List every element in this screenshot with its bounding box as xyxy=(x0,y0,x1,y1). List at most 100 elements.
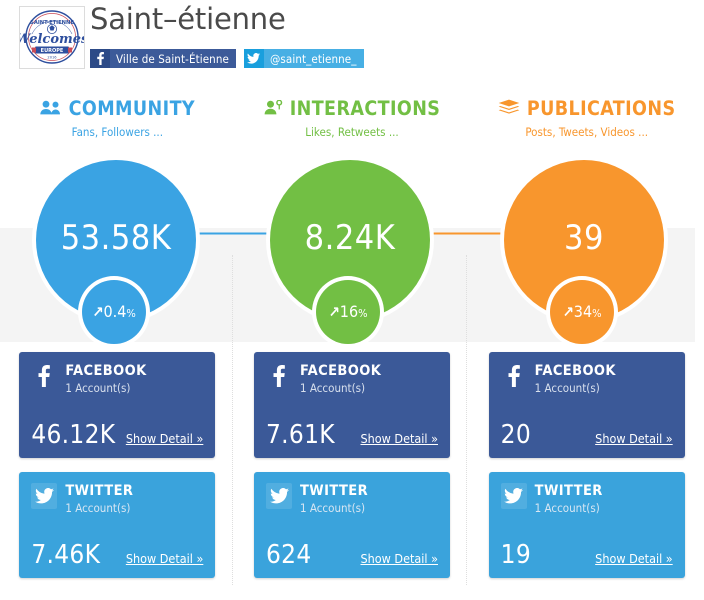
show-detail-link[interactable]: Show Detail » xyxy=(595,551,673,566)
twitter-card-community[interactable]: TWITTER 1 Account(s) 7.46K Show Detail » xyxy=(19,472,216,578)
users-icon xyxy=(39,98,62,120)
card-network-name: FACEBOOK xyxy=(65,363,147,379)
trend-up-icon: ↗ xyxy=(328,303,340,321)
card-cell: TWITTER 1 Account(s) 624 Show Detail » xyxy=(235,472,470,578)
logo-graphic: SAINT-ETIENNE Welcomes EUROPE 2016 xyxy=(20,10,84,64)
twitter-icon xyxy=(266,483,292,509)
twitter-card-row: TWITTER 1 Account(s) 7.46K Show Detail » xyxy=(0,472,704,578)
column-heading-community: COMMUNITY Fans, Followers ... xyxy=(0,98,235,146)
social-account-badges: Ville de Saint-Étienne @saint_etienne_ xyxy=(90,49,364,68)
community-growth-value: 0.4 xyxy=(103,302,127,321)
community-growth-unit: % xyxy=(126,307,136,320)
twitter-icon xyxy=(500,483,527,509)
facebook-icon xyxy=(31,363,57,389)
twitter-card-interactions[interactable]: TWITTER 1 Account(s) 624 Show Detail » xyxy=(254,472,450,578)
card-account-count: 1 Account(s) xyxy=(300,501,366,515)
column-divider-2 xyxy=(466,255,468,585)
circle-group-publications: 39 ↗ 34 % xyxy=(504,160,664,344)
card-network-name: TWITTER xyxy=(534,483,603,499)
trend-up-icon: ↗ xyxy=(92,303,104,321)
card-network-name: TWITTER xyxy=(300,483,369,499)
publications-growth-unit: % xyxy=(592,307,602,320)
community-growth-badge: ↗ 0.4 % xyxy=(82,280,146,344)
facebook-card-interactions[interactable]: FACEBOOK 1 Account(s) 7.61K Show Detail … xyxy=(254,352,450,458)
card-metric-value: 7.46K xyxy=(31,540,101,570)
interactions-title-row: INTERACTIONS xyxy=(264,98,441,120)
interactions-growth-badge: ↗ 16 % xyxy=(316,280,380,344)
show-detail-link[interactable]: Show Detail » xyxy=(360,551,439,566)
card-metric-value: 7.61K xyxy=(266,420,335,450)
show-detail-link[interactable]: Show Detail » xyxy=(595,431,673,446)
stack-icon xyxy=(498,98,520,120)
twitter-icon xyxy=(31,483,58,509)
publications-growth-value: 34 xyxy=(573,302,593,321)
interactions-growth-unit: % xyxy=(358,307,368,320)
interactions-subtitle: Likes, Retweets ... xyxy=(305,125,399,139)
card-cell: TWITTER 1 Account(s) 19 Show Detail » xyxy=(469,472,704,578)
column-heading-publications: PUBLICATIONS Posts, Tweets, Videos ... xyxy=(469,98,704,146)
metric-column-headings: COMMUNITY Fans, Followers ... INTERACTIO… xyxy=(0,98,704,146)
card-metric-value: 20 xyxy=(500,420,532,450)
svg-text:EUROPE: EUROPE xyxy=(41,48,64,54)
column-heading-interactions: INTERACTIONS Likes, Retweets ... xyxy=(235,98,470,146)
publications-subtitle: Posts, Tweets, Videos ... xyxy=(525,125,649,139)
svg-text:Welcomes: Welcomes xyxy=(20,32,84,47)
publications-value: 39 xyxy=(564,218,604,258)
show-detail-link[interactable]: Show Detail » xyxy=(125,431,204,446)
card-metric-value: 624 xyxy=(266,540,312,570)
badge-facebook-label: Ville de Saint-Étienne xyxy=(110,49,236,68)
card-metric-value: 19 xyxy=(500,540,532,570)
svg-text:SAINT-ETIENNE: SAINT-ETIENNE xyxy=(30,20,74,26)
card-network-name: TWITTER xyxy=(65,483,134,499)
publications-title: PUBLICATIONS xyxy=(526,97,676,120)
svg-text:2016: 2016 xyxy=(47,56,57,60)
interactions-growth-value: 16 xyxy=(339,302,359,321)
card-account-count: 1 Account(s) xyxy=(65,501,131,515)
metric-circles: 53.58K ↗ 0.4 % 8.24K ↗ 16 % xyxy=(0,150,704,344)
card-account-count: 1 Account(s) xyxy=(65,381,131,395)
community-title-row: COMMUNITY xyxy=(39,97,196,120)
badge-twitter-account[interactable]: @saint_etienne_ xyxy=(243,49,364,68)
publications-growth-badge: ↗ 34 % xyxy=(550,280,614,344)
trend-up-icon: ↗ xyxy=(562,303,574,321)
brand-logo: SAINT-ETIENNE Welcomes EUROPE 2016 xyxy=(19,6,85,69)
publications-title-row: PUBLICATIONS xyxy=(498,98,676,120)
twitter-icon xyxy=(243,49,264,68)
card-metric-value: 46.12K xyxy=(31,420,116,450)
page-header: SAINT-ETIENNE Welcomes EUROPE 2016 Saint… xyxy=(0,0,704,90)
card-account-count: 1 Account(s) xyxy=(534,501,600,515)
community-title: COMMUNITY xyxy=(68,97,196,120)
facebook-card-publications[interactable]: FACEBOOK 1 Account(s) 20 Show Detail » xyxy=(488,352,685,458)
twitter-card-publications[interactable]: TWITTER 1 Account(s) 19 Show Detail » xyxy=(488,472,685,578)
facebook-icon xyxy=(90,49,110,68)
show-detail-link[interactable]: Show Detail » xyxy=(360,431,439,446)
facebook-icon xyxy=(501,363,527,389)
card-network-name: FACEBOOK xyxy=(534,363,616,379)
interactions-circle[interactable]: 8.24K xyxy=(270,160,430,320)
interactions-value: 8.24K xyxy=(304,218,396,258)
interactions-title: INTERACTIONS xyxy=(289,97,441,120)
user-interaction-icon xyxy=(264,98,283,120)
card-account-count: 1 Account(s) xyxy=(300,381,366,395)
facebook-icon xyxy=(266,363,292,389)
column-divider-1 xyxy=(232,255,234,585)
card-cell: TWITTER 1 Account(s) 7.46K Show Detail » xyxy=(0,472,235,578)
circle-group-interactions: 8.24K ↗ 16 % xyxy=(270,160,430,344)
card-account-count: 1 Account(s) xyxy=(534,381,600,395)
circle-group-community: 53.58K ↗ 0.4 % xyxy=(36,160,196,344)
card-cell: FACEBOOK 1 Account(s) 7.61K Show Detail … xyxy=(235,352,470,458)
community-subtitle: Fans, Followers ... xyxy=(71,125,163,139)
network-cards: FACEBOOK 1 Account(s) 46.12K Show Detail… xyxy=(0,352,704,592)
badge-facebook-account[interactable]: Ville de Saint-Étienne xyxy=(90,49,236,68)
facebook-card-community[interactable]: FACEBOOK 1 Account(s) 46.12K Show Detail… xyxy=(19,352,216,458)
show-detail-link[interactable]: Show Detail » xyxy=(125,551,204,566)
badge-twitter-label: @saint_etienne_ xyxy=(263,49,364,68)
card-network-name: FACEBOOK xyxy=(300,363,382,379)
community-value: 53.58K xyxy=(60,218,172,258)
card-cell: FACEBOOK 1 Account(s) 20 Show Detail » xyxy=(469,352,704,458)
flow-arrow-community-to-interactions xyxy=(188,227,280,240)
page-title: Saint–étienne xyxy=(90,2,286,36)
card-cell: FACEBOOK 1 Account(s) 46.12K Show Detail… xyxy=(0,352,235,458)
facebook-card-row: FACEBOOK 1 Account(s) 46.12K Show Detail… xyxy=(0,352,704,458)
